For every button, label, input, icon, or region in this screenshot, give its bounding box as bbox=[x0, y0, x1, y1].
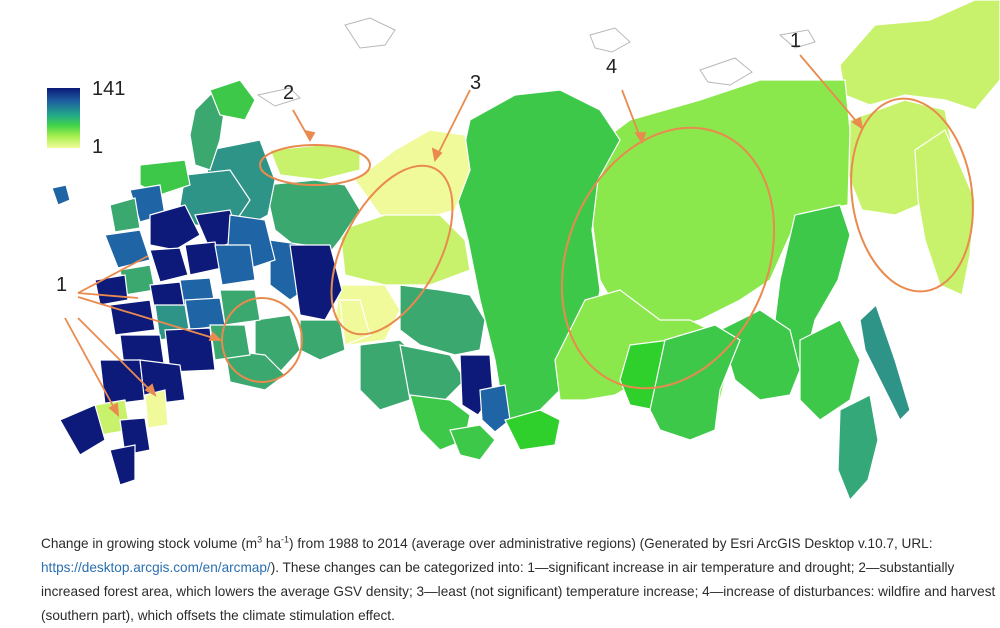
region-zabaikalsky bbox=[649, 324, 741, 441]
region-khakassia bbox=[479, 384, 511, 433]
region-dagestan bbox=[109, 444, 136, 486]
figure-caption: Change in growing stock volume (m3 ha-1)… bbox=[41, 532, 1000, 628]
arrow-1-right bbox=[799, 54, 863, 129]
severnaya-zemlya bbox=[589, 27, 631, 53]
new-siberian-islands bbox=[699, 57, 753, 86]
region-altai-rep bbox=[449, 424, 496, 461]
region-crimea bbox=[59, 404, 106, 456]
region-sakhalin bbox=[859, 303, 911, 422]
region-moscow bbox=[149, 247, 189, 283]
legend-min-label: 1 bbox=[92, 136, 104, 158]
russia-gsv-map bbox=[51, 0, 1000, 502]
region-kamchatka bbox=[914, 129, 976, 296]
novaya-zemlya bbox=[344, 17, 396, 49]
annotation-ellipses bbox=[221, 97, 974, 390]
caption-line-3: increased forest area, which lowers the … bbox=[41, 584, 996, 599]
region-chelyabinsk bbox=[299, 319, 346, 361]
region-saratov bbox=[164, 327, 216, 373]
region-stavropol bbox=[119, 417, 151, 456]
arrow-1-d bbox=[64, 317, 119, 416]
caption-sup-3: 3 bbox=[257, 534, 263, 545]
caption-prefix: Change in growing stock volume (m bbox=[41, 536, 258, 551]
region-jewish-ao bbox=[799, 319, 861, 421]
region-primorye bbox=[837, 394, 879, 502]
region-murmansk bbox=[209, 79, 256, 121]
region-tuva bbox=[504, 409, 561, 451]
region-nenets bbox=[269, 144, 361, 181]
region-astrakhan bbox=[144, 389, 169, 429]
caption-rest-1: ) from 1988 to 2014 (average over admini… bbox=[289, 536, 933, 551]
caption-unit: ha bbox=[262, 536, 282, 551]
callout-3-label: 3 bbox=[470, 72, 482, 94]
region-pskov bbox=[109, 197, 141, 233]
arctic-islands bbox=[256, 17, 816, 107]
ellipse-3 bbox=[330, 164, 454, 336]
callout-1-right-label: 1 bbox=[790, 30, 802, 52]
region-kursk-orel bbox=[109, 299, 156, 336]
caption-line-1: Change in growing stock volume (m3 ha-1)… bbox=[41, 532, 1000, 556]
region-tomsk bbox=[399, 284, 486, 356]
annotation-arrows bbox=[64, 54, 864, 418]
ellipse-1-right bbox=[850, 97, 974, 293]
legend-color-bar bbox=[47, 88, 80, 148]
region-bryansk bbox=[94, 274, 129, 306]
caption-line-2: https://desktop.arcgis.com/en/arcmap/). … bbox=[41, 556, 1000, 580]
caption-sup-minus1: -1 bbox=[281, 534, 290, 545]
callout-2-label: 2 bbox=[283, 82, 295, 104]
legend-max-label: 141 bbox=[92, 78, 126, 100]
franz-josef-land bbox=[256, 87, 301, 107]
map-figure: 141 1 2 3 4 1 1 bbox=[47, 0, 1000, 502]
arrow-3 bbox=[434, 89, 471, 161]
region-samara bbox=[209, 324, 251, 361]
region-novosibirsk bbox=[399, 344, 466, 401]
wrangel-island bbox=[778, 29, 816, 49]
arrow-1-b bbox=[77, 292, 139, 299]
region-smolensk bbox=[104, 229, 151, 269]
callout-4-label: 4 bbox=[606, 56, 618, 78]
ellipse-1-center bbox=[221, 297, 303, 383]
caption-line-4: (southern part), which offsets the clima… bbox=[41, 608, 395, 623]
territory-regions bbox=[51, 0, 1000, 502]
region-nizhny bbox=[214, 244, 256, 286]
region-orenburg bbox=[224, 349, 286, 391]
arrow-1-c bbox=[77, 296, 221, 341]
ellipse-4 bbox=[560, 126, 776, 390]
region-chukotka bbox=[839, 0, 1000, 111]
callout-1-left-label: 1 bbox=[56, 274, 68, 296]
region-komi bbox=[264, 179, 361, 266]
region-kaliningrad bbox=[51, 184, 71, 206]
ellipse-2 bbox=[259, 144, 371, 186]
arrow-1-a bbox=[77, 255, 149, 294]
region-tver bbox=[149, 204, 201, 251]
arcgis-link[interactable]: https://desktop.arcgis.com/en/arcmap/ bbox=[41, 560, 271, 575]
arrow-1-e bbox=[77, 317, 156, 396]
caption-rest-2: ). These changes can be categorized into… bbox=[270, 560, 955, 575]
region-rostov bbox=[99, 359, 146, 406]
